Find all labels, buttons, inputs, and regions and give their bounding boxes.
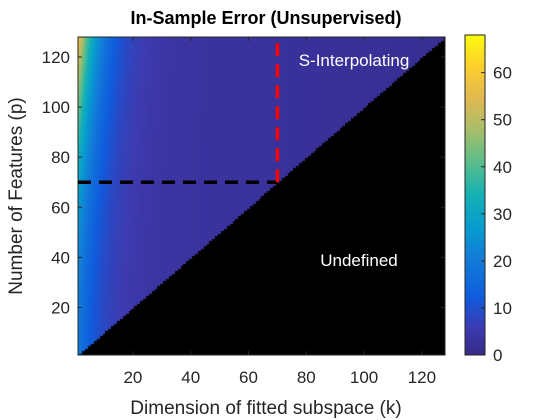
y-axis-label: Number of Features (p) <box>6 97 27 294</box>
x-tick-label: 60 <box>239 368 258 387</box>
colorbar: 0 10 20 30 40 50 60 <box>464 34 512 365</box>
x-tick-label: 120 <box>408 368 436 387</box>
colorbar-tick-label: 10 <box>493 299 512 318</box>
x-tick-label: 40 <box>181 368 200 387</box>
colorbar-tick-label: 30 <box>493 205 512 224</box>
x-tick-label: 80 <box>297 368 316 387</box>
x-tick-label: 20 <box>123 368 142 387</box>
y-tick-label: 120 <box>42 48 70 67</box>
y-tick-label: 100 <box>42 98 70 117</box>
plot-area <box>77 36 446 356</box>
colorbar-tick-label: 20 <box>493 252 512 271</box>
y-tick-label: 40 <box>51 248 70 267</box>
region-label-undefined: Undefined <box>320 251 398 270</box>
colorbar-frame <box>464 34 486 356</box>
region-label-interpolating: S-Interpolating <box>299 51 410 70</box>
y-axis-ticks: 20 40 60 80 100 120 <box>42 48 445 317</box>
colorbar-ticks: 0 10 20 30 40 50 60 <box>481 64 512 365</box>
colorbar-tick-label: 60 <box>493 64 512 83</box>
x-axis-label: Dimension of fitted subspace (k) <box>130 398 401 419</box>
y-tick-label: 80 <box>51 148 70 167</box>
colorbar-tick-label: 40 <box>493 158 512 177</box>
y-tick-label: 20 <box>51 298 70 317</box>
colorbar-tick-label: 50 <box>493 111 512 130</box>
chart-title: In-Sample Error (Unsupervised) <box>130 8 401 28</box>
x-axis-ticks: 20 40 60 80 100 120 <box>123 37 436 387</box>
colorbar-gradient <box>465 35 485 355</box>
y-tick-label: 60 <box>51 198 70 217</box>
heatmap-image <box>78 37 445 355</box>
x-tick-label: 100 <box>350 368 378 387</box>
plot-frame <box>77 36 446 356</box>
colorbar-tick-label: 0 <box>493 346 502 365</box>
